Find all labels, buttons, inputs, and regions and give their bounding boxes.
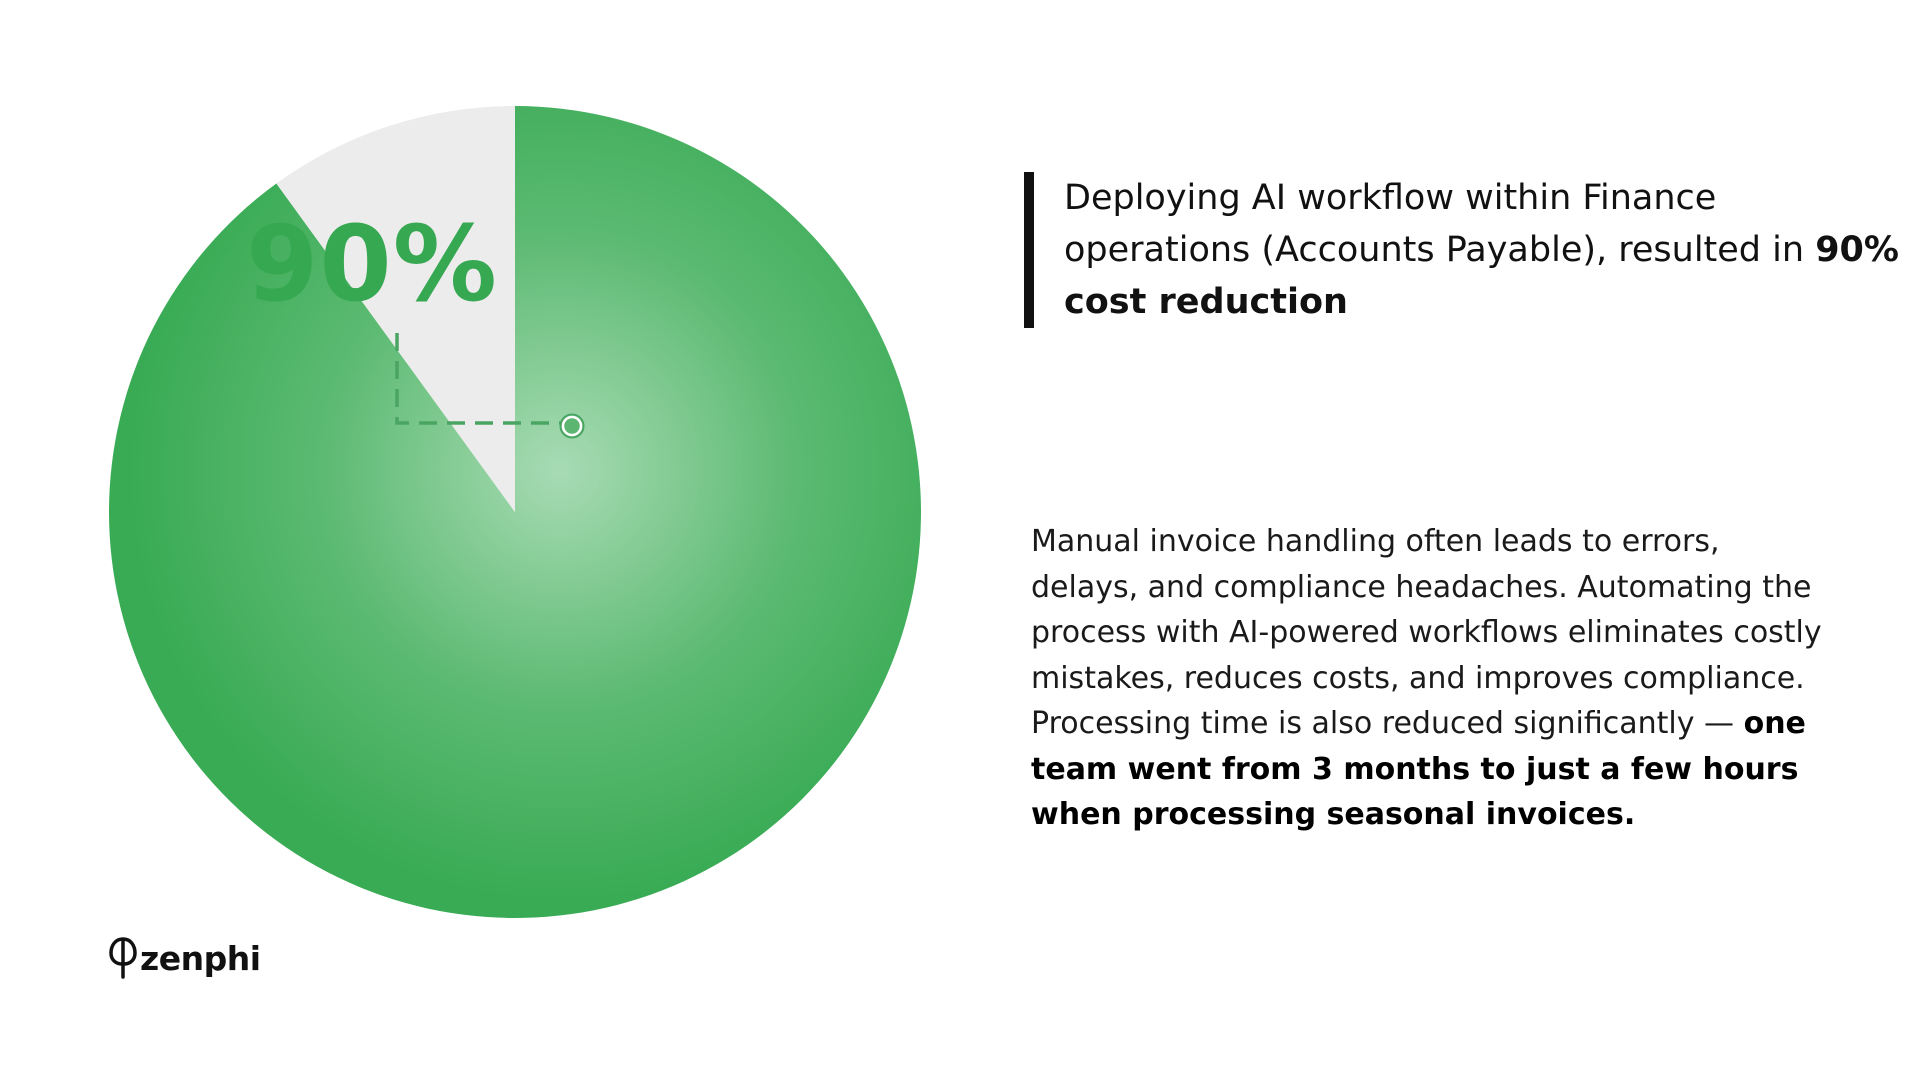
pie-chart: 90% — [108, 106, 921, 918]
slice-label: 90% — [246, 203, 498, 325]
leader-dot — [561, 415, 583, 437]
logo: zenphi — [108, 936, 261, 980]
body-text: Manual invoice handling often leads to e… — [1031, 524, 1822, 741]
headline-bold: 90% cost reduction — [1064, 230, 1899, 322]
zenphi-logo-icon — [109, 937, 137, 979]
body-bold: one team went from 3 months to just a fe… — [1031, 706, 1806, 832]
leader-line — [395, 333, 562, 425]
pie-slice-main — [108, 106, 921, 918]
logo-text: zenphi — [140, 938, 261, 978]
body-paragraph: Manual invoice handling often leads to e… — [1031, 519, 1831, 838]
headline-text: Deploying AI workflow within Finance ope… — [1064, 178, 1805, 270]
pie-slice-remainder — [276, 106, 515, 512]
headline: Deploying AI workflow within Finance ope… — [1024, 172, 1904, 328]
leader-dot-ring — [559, 413, 585, 439]
